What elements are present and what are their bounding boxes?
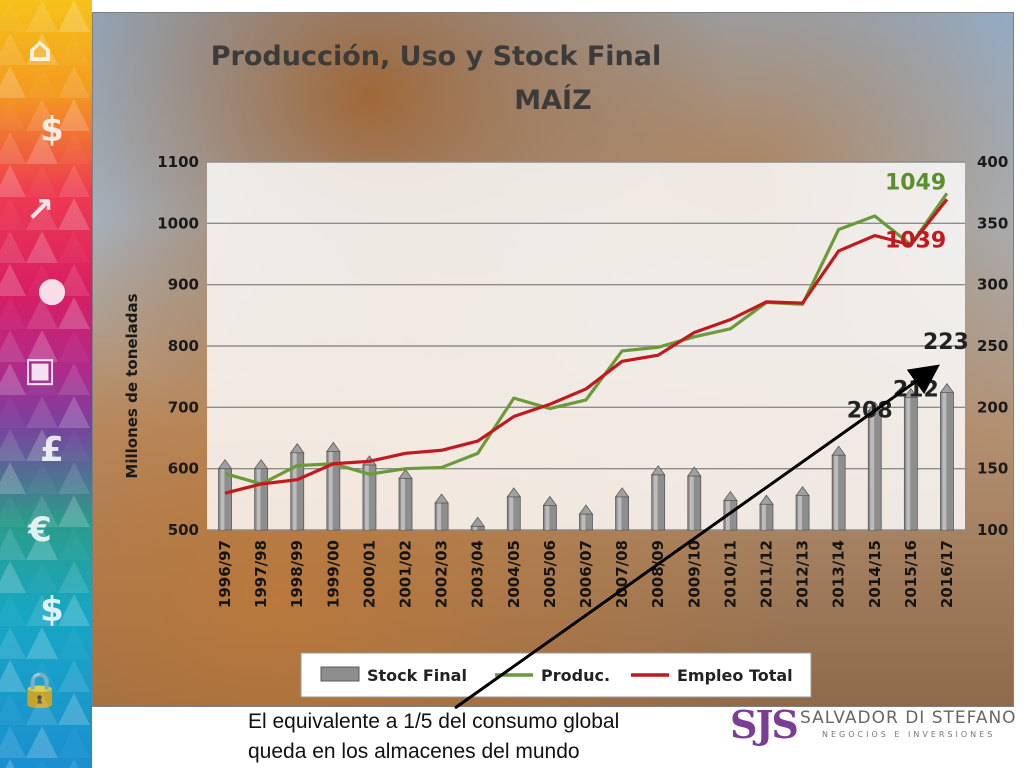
chart-slide: Producción, Uso y Stock Final MAÍZ 500 60… xyxy=(92,12,1014,707)
data-annotation: 223 xyxy=(923,330,969,355)
x-tick-label: 2013/14 xyxy=(830,540,848,608)
caption: El equivalente a 1/5 del consumo global … xyxy=(248,707,718,767)
stock-bar xyxy=(253,458,269,531)
x-tick-label: 2000/01 xyxy=(360,540,378,608)
money-box-icon: ▣ xyxy=(23,350,57,390)
stock-bar xyxy=(795,485,810,531)
logo-mark: SJS xyxy=(730,702,799,747)
coins-icon: ● xyxy=(37,270,67,310)
stock-bar xyxy=(506,487,522,531)
stock-bar xyxy=(903,387,919,531)
legend: Stock Final Produc. Empleo Total xyxy=(300,652,812,698)
y-tick-label: 1100 xyxy=(157,153,199,171)
x-tick-label: 2014/15 xyxy=(866,540,884,608)
chart-growth-icon: ↗ xyxy=(25,190,55,230)
data-annotation: 208 xyxy=(847,399,893,424)
euro-icon: € xyxy=(28,510,52,550)
x-tick-label: 2004/05 xyxy=(505,540,523,608)
stock-bar xyxy=(326,441,341,531)
stock-bar xyxy=(687,466,702,531)
y-tick-label: 700 xyxy=(168,398,199,416)
x-tick-label: 2001/02 xyxy=(397,540,415,608)
x-tick-label: 2015/16 xyxy=(902,540,920,608)
logo-tagline: NEGOCIOS E INVERSIONES xyxy=(822,730,996,739)
stock-bar xyxy=(217,458,233,531)
x-tick-label: 2002/03 xyxy=(433,540,451,608)
legend-label: Produc. xyxy=(541,666,610,685)
x-tick-label: 2010/11 xyxy=(721,540,739,608)
y-tick-label: 800 xyxy=(168,337,199,355)
logo-name: SALVADOR DI STEFANO xyxy=(800,708,1017,728)
x-tick-label: 1996/97 xyxy=(216,540,234,608)
x-tick-label: 2012/13 xyxy=(794,540,812,608)
data-annotation: 1049 xyxy=(885,170,946,195)
data-annotation: 1039 xyxy=(885,228,946,253)
y-tick-label: 600 xyxy=(168,460,199,478)
legend-entry: Stock Final xyxy=(320,666,467,685)
stock-bar xyxy=(939,382,955,531)
stock-bar xyxy=(723,490,738,531)
x-tick-label: 1998/99 xyxy=(288,540,306,608)
stock-bar xyxy=(614,487,630,531)
stock-bar xyxy=(362,455,377,531)
bank-icon: ⌂ xyxy=(27,30,53,70)
pound-icon: £ xyxy=(40,430,64,470)
y-axis-label: Millones de toneladas xyxy=(123,293,141,478)
x-tick-label: 2003/04 xyxy=(469,540,487,608)
y2-tick-label: 350 xyxy=(977,214,1008,232)
x-tick-label: 1997/98 xyxy=(252,540,270,608)
x-tick-label: 2008/09 xyxy=(649,540,667,608)
dollar-icon: $ xyxy=(40,590,64,630)
stock-bar xyxy=(434,493,449,531)
y2-tick-label: 200 xyxy=(977,398,1008,416)
company-logo: SJS SALVADOR DI STEFANO NEGOCIOS E INVER… xyxy=(728,698,1018,764)
y2-tick-label: 100 xyxy=(977,521,1008,539)
y2-tick-label: 300 xyxy=(977,276,1008,294)
y2-tick-label: 250 xyxy=(977,337,1008,355)
chart-subtitle: MAÍZ xyxy=(514,84,591,116)
decorative-mosaic-strip: ⌂ $ ↗ ● ▣ £ € $ 🔒 xyxy=(0,0,92,768)
stock-bar xyxy=(650,465,666,531)
chart: Producción, Uso y Stock Final MAÍZ 500 60… xyxy=(123,41,1008,698)
stock-bar xyxy=(831,445,846,531)
x-tick-label: 2016/17 xyxy=(938,540,956,608)
legend-label: Empleo Total xyxy=(677,666,793,685)
x-tick-label: 2011/12 xyxy=(757,540,775,608)
y-tick-label: 900 xyxy=(168,276,199,294)
y2-tick-label: 400 xyxy=(977,153,1008,171)
caption-line-2: queda en los almacenes del mundo xyxy=(248,740,580,763)
x-tick-label: 2009/10 xyxy=(685,540,703,608)
chart-title: Producción, Uso y Stock Final xyxy=(211,41,662,72)
lock-dollar-icon: 🔒 xyxy=(18,670,62,710)
stock-bar xyxy=(289,443,305,531)
y-tick-label: 500 xyxy=(168,521,199,539)
legend-label: Stock Final xyxy=(367,666,467,685)
x-tick-label: 1999/00 xyxy=(324,540,342,608)
x-tick-label: 2006/07 xyxy=(577,540,595,608)
y2-tick-label: 150 xyxy=(977,460,1008,478)
stock-bar xyxy=(398,468,413,531)
caption-line-1: El equivalente a 1/5 del consumo global xyxy=(248,710,620,733)
x-tick-label: 2007/08 xyxy=(613,540,631,608)
x-tick-label: 2005/06 xyxy=(541,540,559,608)
dollar-icon: $ xyxy=(40,110,64,150)
y-tick-label: 1000 xyxy=(157,214,199,232)
data-annotation: 212 xyxy=(893,378,939,403)
